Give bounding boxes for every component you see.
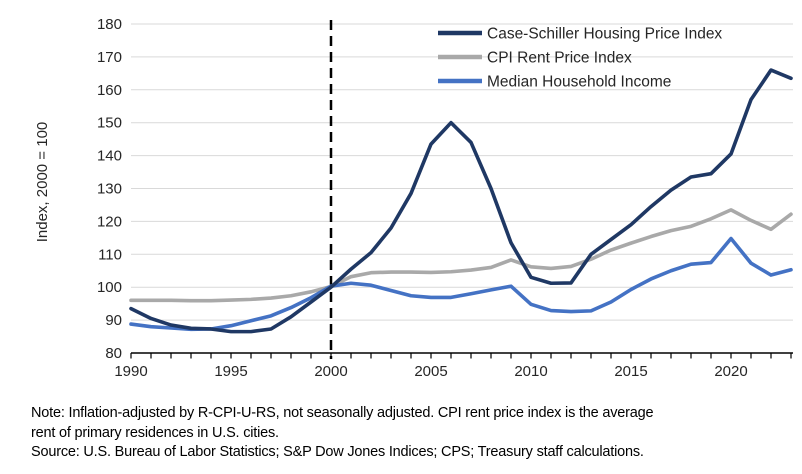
legend-label-case-schiller-housing-price-index: Case-Schiller Housing Price Index <box>487 26 722 43</box>
chart-footnotes: Note: Inflation-adjusted by R-CPI-U-RS, … <box>0 397 802 463</box>
y-axis-label-170: 170 <box>97 49 122 66</box>
y-axis-label-100: 100 <box>97 279 122 296</box>
x-axis-label-2010: 2010 <box>514 363 547 380</box>
y-axis-label-140: 140 <box>97 148 122 165</box>
y-axis-label-180: 180 <box>97 16 122 33</box>
y-axis-labels: 80 90 100 110 120 130 140 150 160 170 180 <box>97 16 122 362</box>
chart-note-line-2: rent of primary residences in U.S. citie… <box>31 424 279 441</box>
y-axis-label-160: 160 <box>97 82 122 99</box>
y-axis-label-110: 110 <box>98 246 122 263</box>
y-axis-label-130: 130 <box>97 181 122 198</box>
x-axis-label-2020: 2020 <box>714 363 747 380</box>
series-line-case-schiller-housing-price-index <box>129 68 793 334</box>
x-axis-labels: 1990 1995 2000 2005 2010 2015 2020 <box>114 363 747 380</box>
chart-note-line-1: Note: Inflation-adjusted by R-CPI-U-RS, … <box>31 405 654 421</box>
y-axis-label-80: 80 <box>105 345 122 362</box>
series-line-cpi-rent-price-index <box>129 208 793 303</box>
legend-label-median-household-income: Median Household Income <box>487 74 671 91</box>
x-axis-label-1990: 1990 <box>114 363 147 380</box>
x-axis-label-2005: 2005 <box>414 363 447 380</box>
y-axis-label-120: 120 <box>97 213 122 230</box>
gridlines <box>131 23 793 321</box>
y-axis-label-150: 150 <box>97 115 122 132</box>
x-axis-label-2000: 2000 <box>314 363 347 380</box>
x-axis-ticks <box>130 353 792 359</box>
x-axis-label-2015: 2015 <box>614 363 647 380</box>
legend-label-cpi-rent-price-index: CPI Rent Price Index <box>487 50 632 67</box>
series-line-median-household-income <box>129 236 793 332</box>
x-axis-label-1995: 1995 <box>214 363 247 380</box>
y-axis-label-90: 90 <box>105 312 122 329</box>
y-axis-title: Index, 2000 = 100 <box>34 122 51 243</box>
chart-source-line: Source: U.S. Bureau of Labor Statistics;… <box>31 444 644 460</box>
legend: Case-Schiller Housing Price Index CPI Ren… <box>438 26 722 91</box>
housing-price-rent-income-chart: 1990 1995 2000 2005 2010 2015 2020 80 90 100 110 12… <box>34 16 793 380</box>
